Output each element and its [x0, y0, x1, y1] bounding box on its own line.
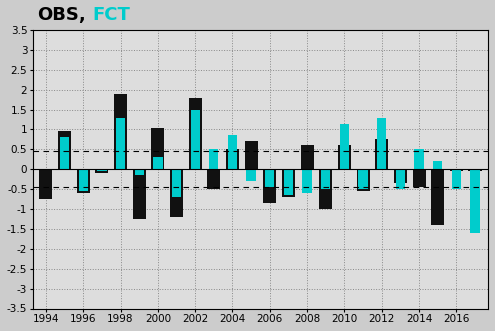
Bar — [470, 169, 480, 233]
Bar — [340, 123, 349, 169]
Text: FCT: FCT — [92, 7, 130, 24]
Bar — [284, 169, 293, 195]
Bar — [207, 169, 220, 189]
Bar — [133, 169, 146, 219]
Bar — [170, 169, 183, 217]
Bar — [468, 169, 482, 171]
Bar — [338, 145, 351, 169]
Bar — [191, 110, 200, 169]
Bar — [209, 149, 218, 169]
Bar — [300, 145, 314, 169]
Bar — [450, 169, 463, 171]
Bar — [396, 169, 405, 189]
Bar — [302, 169, 312, 193]
Bar — [412, 169, 426, 187]
Bar — [60, 137, 69, 169]
Bar — [263, 169, 276, 203]
Bar — [172, 169, 181, 197]
Bar — [116, 118, 125, 169]
Bar — [40, 169, 52, 199]
Bar — [282, 169, 295, 197]
Bar — [431, 169, 444, 225]
Bar — [321, 169, 331, 189]
Bar — [97, 169, 106, 171]
Bar — [189, 98, 201, 169]
Bar — [265, 169, 274, 187]
Bar — [247, 169, 256, 181]
Bar — [96, 169, 108, 173]
Bar — [319, 169, 332, 209]
Bar — [153, 157, 162, 169]
Text: OBS,: OBS, — [38, 7, 86, 24]
Bar — [394, 169, 407, 183]
Bar — [135, 169, 144, 175]
Bar — [79, 169, 88, 191]
Bar — [375, 139, 388, 169]
Bar — [151, 127, 164, 169]
Bar — [77, 169, 90, 193]
Bar — [228, 135, 237, 169]
Bar — [451, 169, 461, 189]
Bar — [226, 149, 239, 169]
Bar — [358, 169, 368, 189]
Bar — [433, 161, 443, 169]
Bar — [114, 94, 127, 169]
Bar — [58, 131, 71, 169]
Bar — [245, 141, 258, 169]
Bar — [414, 149, 424, 169]
Bar — [356, 169, 370, 191]
Bar — [377, 118, 387, 169]
